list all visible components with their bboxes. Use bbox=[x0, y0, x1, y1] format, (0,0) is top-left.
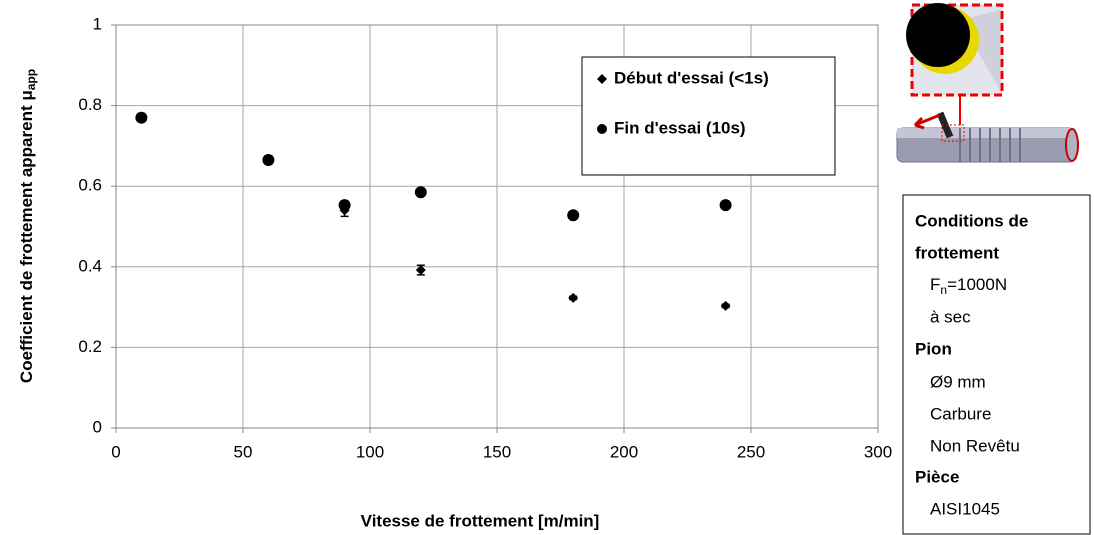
y-tick-label: 0.6 bbox=[78, 176, 102, 195]
conditions-box bbox=[902, 194, 1091, 535]
force: Fn=1000N bbox=[930, 275, 1007, 297]
pin bbox=[936, 111, 954, 139]
pin-spec: Ø9 mm bbox=[930, 372, 986, 391]
x-tick-label: 100 bbox=[356, 442, 384, 461]
point bbox=[414, 186, 427, 199]
pin-spec: Non Revêtu bbox=[930, 436, 1020, 455]
legend-marker bbox=[597, 124, 607, 134]
pin-title: Pion bbox=[915, 339, 952, 358]
pin-spec: Carbure bbox=[930, 404, 991, 423]
x-tick-label: 250 bbox=[737, 442, 765, 461]
point bbox=[720, 300, 731, 311]
x-axis-title: Vitesse de frottement [m/min] bbox=[361, 511, 600, 530]
y-tick-label: 1 bbox=[93, 14, 102, 33]
x-tick-label: 150 bbox=[483, 442, 511, 461]
y-tick-label: 0.4 bbox=[78, 256, 102, 275]
point bbox=[262, 154, 275, 167]
plot-frame bbox=[115, 24, 879, 429]
x-tick-label: 300 bbox=[864, 442, 892, 461]
point bbox=[719, 199, 732, 212]
illustration bbox=[896, 3, 1079, 163]
legend-marker bbox=[597, 74, 607, 84]
cylinder-ribs bbox=[959, 128, 1021, 162]
point bbox=[415, 265, 426, 276]
panel-heading: frottement bbox=[915, 243, 999, 262]
force-value: =1000N bbox=[947, 275, 1007, 294]
zoom-tip bbox=[906, 3, 970, 67]
rotation-arrow bbox=[1065, 128, 1079, 162]
y-axis-title-sub: app bbox=[24, 69, 38, 90]
point bbox=[567, 209, 580, 222]
cylinder-highlight bbox=[897, 128, 1075, 138]
panel-heading: Conditions de bbox=[915, 211, 1028, 230]
y-tick-label: 0.2 bbox=[78, 337, 102, 356]
feed-arrow bbox=[913, 113, 941, 130]
part-title: Pièce bbox=[915, 467, 959, 486]
x-tick-label: 200 bbox=[610, 442, 638, 461]
part-spec: AISI1045 bbox=[930, 499, 1000, 518]
y-axis-title-main: Coefficient de frottement apparent μ bbox=[17, 90, 36, 383]
zoom-spot bbox=[941, 124, 965, 142]
force-symbol: F bbox=[930, 275, 940, 294]
y-axis-title: Coefficient de frottement apparent μapp bbox=[17, 69, 38, 383]
point bbox=[338, 199, 351, 212]
legend-label: Fin d'essai (10s) bbox=[614, 118, 746, 137]
x-tick-label: 0 bbox=[111, 442, 120, 461]
x-tick-label: 50 bbox=[234, 442, 253, 461]
legend-box bbox=[581, 56, 836, 176]
legend-label: Début d'essai (<1s) bbox=[614, 68, 769, 87]
force-sub: n bbox=[940, 283, 947, 297]
point bbox=[135, 111, 148, 124]
lubrication: à sec bbox=[930, 307, 971, 326]
y-tick-label: 0.8 bbox=[78, 95, 102, 114]
y-tick-label: 0 bbox=[93, 417, 102, 436]
point bbox=[568, 292, 579, 303]
